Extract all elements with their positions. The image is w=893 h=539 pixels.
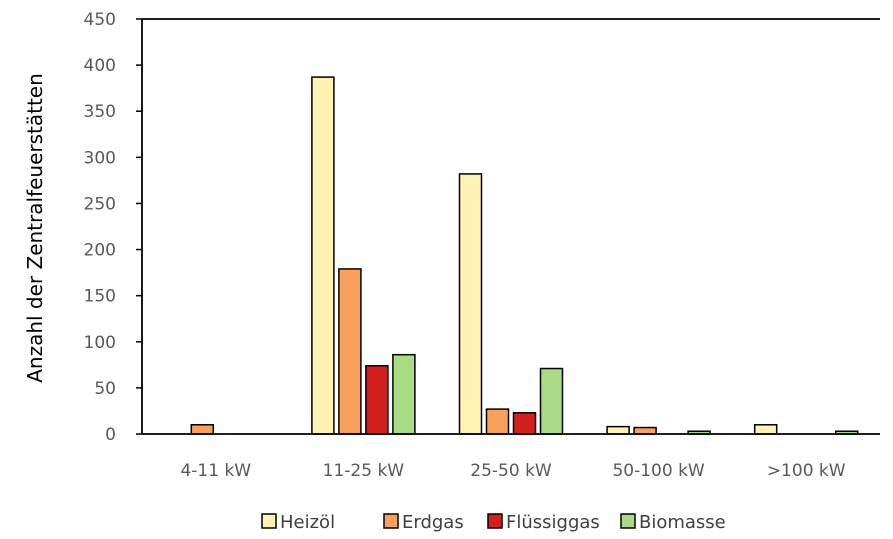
y-axis-label: Anzahl der Zentralfeuerstätten (23, 73, 47, 383)
y-tick-label: 400 (84, 56, 116, 76)
bar-flüssiggas-2 (512, 412, 537, 435)
bar-biomasse-2 (539, 367, 564, 435)
y-tick-label: 450 (84, 10, 116, 30)
x-tick-label: 25-50 kW (470, 461, 552, 481)
bar-erdgas-0 (190, 424, 215, 435)
bar-erdgas-2 (485, 408, 510, 435)
legend-label: Flüssiggas (506, 512, 600, 533)
bar-heizöl-1 (311, 76, 335, 435)
bar-flüssiggas-1 (365, 365, 389, 435)
legend-swatch-heizöl (261, 513, 277, 529)
x-tick-label: 4-11 kW (180, 461, 251, 481)
bar-biomasse-1 (392, 353, 416, 435)
y-tick-label: 250 (84, 194, 116, 214)
x-tick-label: 50-100 kW (612, 461, 704, 481)
bar-heizöl-4 (753, 424, 778, 435)
legend: Heizöl Erdgas Flüssiggas Biomasse (261, 512, 726, 533)
y-tick-label: 200 (84, 241, 116, 261)
y-axis-ticks: 0 50 100 150 200 250 300 350 400 450 (84, 10, 142, 445)
legend-swatch-erdgas (383, 513, 399, 529)
y-tick-label: 100 (84, 333, 116, 353)
bar-heizöl-3 (606, 425, 630, 435)
legend-swatch-flüssiggas (487, 513, 503, 529)
legend-label: Erdgas (402, 512, 464, 533)
bar-erdgas-1 (338, 268, 362, 435)
y-tick-label: 150 (84, 287, 116, 307)
x-axis-ticks: 4-11 kW 11-25 kW 25-50 kW 50-100 kW >100 kW (180, 461, 845, 481)
y-tick-label: 300 (84, 148, 116, 168)
legend-label: Biomasse (639, 512, 726, 533)
axes (141, 18, 880, 435)
y-tick-label: 50 (94, 379, 116, 399)
legend-label: Heizöl (280, 512, 335, 533)
x-tick-label: 11-25 kW (323, 461, 405, 481)
y-tick-label: 0 (105, 425, 116, 445)
x-tick-label: >100 kW (767, 461, 846, 481)
legend-swatch-biomasse (620, 513, 636, 529)
bar-erdgas-3 (633, 426, 657, 435)
bars (190, 76, 859, 435)
bar-heizöl-2 (458, 173, 483, 435)
y-tick-label: 350 (84, 102, 116, 122)
